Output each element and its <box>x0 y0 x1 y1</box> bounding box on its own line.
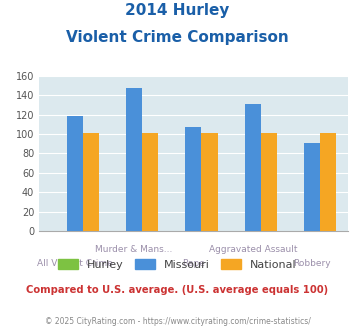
Text: © 2025 CityRating.com - https://www.cityrating.com/crime-statistics/: © 2025 CityRating.com - https://www.city… <box>45 317 310 326</box>
Legend: Hurley, Missouri, National: Hurley, Missouri, National <box>54 255 301 274</box>
Text: Murder & Mans...: Murder & Mans... <box>95 245 173 254</box>
Text: Robbery: Robbery <box>294 259 331 268</box>
Text: Rape: Rape <box>182 259 205 268</box>
Text: Compared to U.S. average. (U.S. average equals 100): Compared to U.S. average. (U.S. average … <box>26 285 329 295</box>
Bar <box>202 133 218 231</box>
Bar <box>245 104 261 231</box>
Text: 2014 Hurley: 2014 Hurley <box>125 3 230 18</box>
Text: All Violent Crime: All Violent Crime <box>37 259 113 268</box>
Text: Aggravated Assault: Aggravated Assault <box>209 245 297 254</box>
Bar <box>67 115 83 231</box>
Bar <box>142 133 158 231</box>
Bar <box>83 133 99 231</box>
Bar <box>320 133 336 231</box>
Bar <box>185 127 202 231</box>
Text: Violent Crime Comparison: Violent Crime Comparison <box>66 30 289 45</box>
Bar <box>126 87 142 231</box>
Bar <box>304 143 320 231</box>
Bar <box>261 133 277 231</box>
